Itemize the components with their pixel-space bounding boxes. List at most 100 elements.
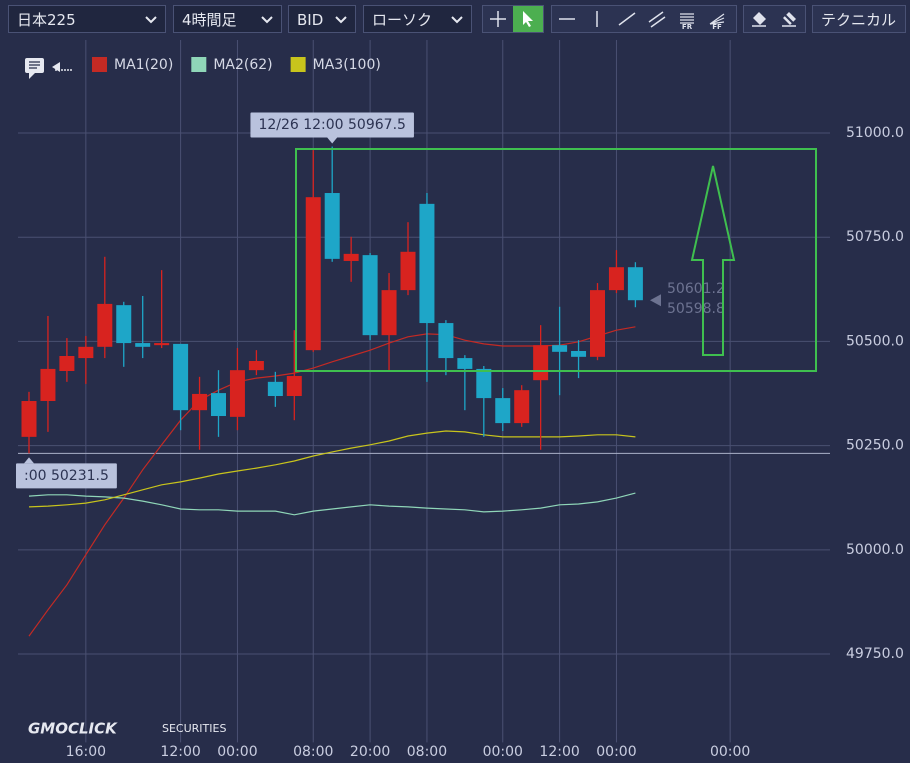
candle-body bbox=[267, 381, 283, 397]
timeframe-select[interactable]: 4時間足 bbox=[173, 5, 282, 33]
candle-body bbox=[362, 255, 378, 336]
technical-text: テクニカル bbox=[821, 11, 897, 29]
timeframe-text: 4時間足 bbox=[182, 11, 237, 29]
price-label: 50601.2 bbox=[667, 281, 725, 297]
candle-body bbox=[514, 390, 530, 424]
candle-body bbox=[286, 376, 302, 397]
ma-line bbox=[28, 430, 636, 508]
candle-body bbox=[78, 346, 94, 359]
candle-body bbox=[21, 401, 37, 437]
annotation-pointer bbox=[327, 137, 338, 144]
style-text: ローソク bbox=[372, 11, 433, 29]
candle-body bbox=[192, 393, 208, 411]
candle-body bbox=[248, 360, 264, 371]
legend-swatch bbox=[92, 57, 107, 72]
candle-body bbox=[571, 350, 587, 357]
legend-label: MA1(20) bbox=[114, 57, 173, 73]
crosshair-button[interactable] bbox=[483, 6, 513, 32]
candle-body bbox=[154, 343, 170, 346]
legend-label: MA2(62) bbox=[213, 57, 272, 73]
candle-body bbox=[211, 393, 226, 417]
candle-body bbox=[476, 368, 492, 399]
candle-body bbox=[419, 203, 435, 324]
candle-body bbox=[608, 267, 624, 291]
ma-line bbox=[28, 492, 636, 516]
annotation-text: 12/26 12:00 50967.5 bbox=[258, 117, 406, 133]
y-tick-label: 50250.0 bbox=[846, 438, 904, 454]
candle-body bbox=[40, 368, 56, 402]
candle-body bbox=[324, 193, 340, 259]
technical-button[interactable]: テクニカル bbox=[812, 5, 906, 33]
up-arrow bbox=[690, 165, 736, 356]
annotation-box bbox=[16, 463, 117, 489]
candle-body bbox=[400, 251, 416, 291]
cursor-group bbox=[482, 5, 544, 33]
legend-swatch bbox=[290, 57, 306, 72]
candle-body bbox=[552, 345, 568, 352]
fr-label: FR bbox=[681, 23, 693, 31]
highlight-box bbox=[295, 148, 817, 372]
candle-body bbox=[229, 370, 245, 417]
annotation-box bbox=[250, 112, 414, 138]
x-tick-label: 00:00 bbox=[596, 744, 636, 760]
fibo-retrace-button[interactable]: FR bbox=[672, 6, 702, 32]
x-tick-label: 12:00 bbox=[539, 744, 579, 760]
pointer-button[interactable] bbox=[513, 6, 543, 32]
candle-body bbox=[173, 343, 189, 411]
candle-body bbox=[305, 197, 321, 351]
symbol-select[interactable]: 日本225 bbox=[8, 5, 166, 33]
annotation-pointer bbox=[24, 457, 34, 464]
vline-button[interactable] bbox=[582, 6, 612, 32]
candle-body bbox=[59, 355, 75, 372]
drawing-group: FR FF bbox=[551, 5, 737, 33]
erase-group bbox=[743, 5, 806, 33]
price-pointer bbox=[650, 294, 661, 307]
price-annotation: :00 50231.5 bbox=[16, 457, 117, 489]
ff-label: FF bbox=[712, 23, 722, 31]
legend-label: MA3(100) bbox=[313, 57, 381, 73]
y-tick-label: 51000.0 bbox=[846, 125, 904, 141]
hline-button[interactable] bbox=[552, 6, 582, 32]
price-annotation: 12/26 12:00 50967.5 bbox=[250, 112, 414, 144]
y-tick-label: 50000.0 bbox=[846, 542, 904, 558]
candle-body bbox=[135, 343, 151, 347]
side-text: BID bbox=[297, 11, 324, 29]
watermark-suffix: SECURITIES bbox=[162, 722, 226, 735]
x-tick-label: 00:00 bbox=[217, 744, 257, 760]
watermark-brand: GMOCLICK bbox=[28, 720, 118, 738]
legend-icons bbox=[25, 58, 72, 79]
erase-button[interactable] bbox=[744, 6, 774, 32]
x-tick-label: 00:00 bbox=[710, 744, 750, 760]
x-tick-label: 12:00 bbox=[160, 744, 200, 760]
price-label: 50598.8 bbox=[667, 301, 725, 317]
x-tick-label: 20:00 bbox=[350, 744, 390, 760]
style-select[interactable]: ローソク bbox=[363, 5, 472, 33]
annotation-text: :00 50231.5 bbox=[24, 468, 109, 484]
candle-body bbox=[381, 290, 397, 336]
candle-body bbox=[457, 358, 473, 369]
x-tick-label: 00:00 bbox=[483, 744, 523, 760]
erase-all-button[interactable] bbox=[774, 6, 804, 32]
trend-button[interactable] bbox=[612, 6, 642, 32]
y-tick-label: 50500.0 bbox=[846, 333, 904, 349]
candle-body bbox=[97, 303, 113, 347]
y-tick-label: 50750.0 bbox=[846, 229, 904, 245]
candle-body bbox=[533, 345, 549, 381]
side-select[interactable]: BID bbox=[288, 5, 356, 33]
candle-body bbox=[627, 267, 643, 301]
x-tick-label: 08:00 bbox=[407, 744, 447, 760]
x-tick-label: 16:00 bbox=[66, 744, 106, 760]
candle-body bbox=[116, 305, 132, 344]
fibo-fan-button[interactable]: FF bbox=[702, 6, 732, 32]
candle-body bbox=[495, 398, 511, 424]
candle-body bbox=[343, 253, 359, 261]
candle-body bbox=[590, 290, 605, 357]
y-tick-label: 49750.0 bbox=[846, 646, 904, 662]
candle-body bbox=[438, 323, 454, 359]
legend-swatch bbox=[191, 57, 207, 72]
channel-button[interactable] bbox=[642, 6, 672, 32]
symbol-text: 日本225 bbox=[17, 11, 76, 29]
x-tick-label: 08:00 bbox=[293, 744, 333, 760]
